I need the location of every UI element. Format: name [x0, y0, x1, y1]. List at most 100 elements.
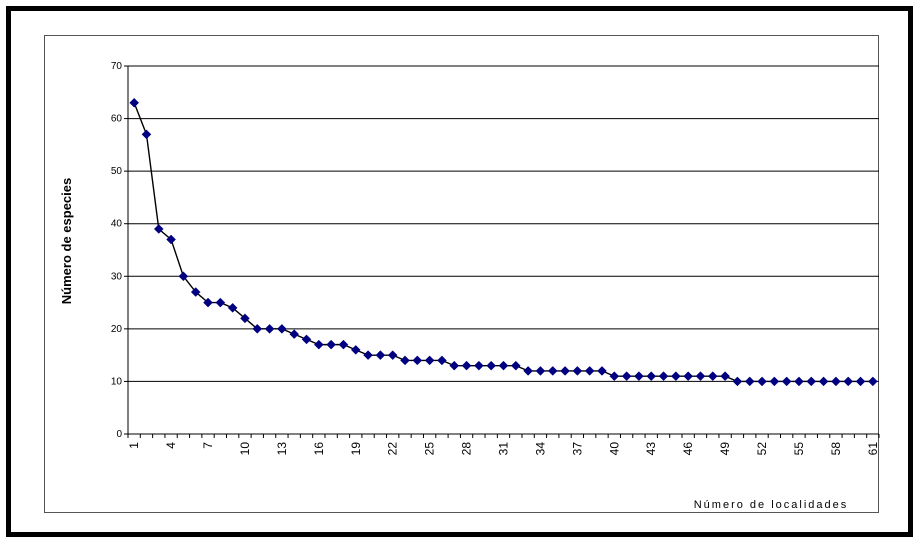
x-tick-label: 55 [792, 442, 806, 456]
data-point [215, 297, 226, 308]
series-line [133, 102, 873, 383]
x-tick-label: 16 [312, 442, 326, 456]
data-point [178, 271, 189, 282]
data-point [757, 376, 767, 387]
data-point [338, 339, 349, 350]
y-tick-label: 40 [111, 219, 123, 230]
x-tick-label: 40 [607, 442, 621, 456]
y-tick-label: 10 [111, 376, 123, 387]
x-tick-label: 13 [275, 442, 289, 456]
data-point [769, 376, 780, 387]
data-point [400, 355, 410, 366]
x-tick-label: 52 [755, 442, 769, 456]
data-point [424, 355, 435, 366]
x-tick-label: 22 [386, 442, 400, 456]
data-point [350, 345, 361, 355]
data-point [695, 371, 706, 382]
data-point [190, 287, 201, 297]
x-tick-label: 46 [681, 442, 695, 456]
axes [124, 65, 880, 438]
data-point [658, 371, 669, 382]
data-point [720, 371, 730, 382]
data-point [831, 376, 841, 387]
data-point [498, 360, 509, 371]
y-tick-labels: 0 10 20 30 40 50 60 70 [111, 61, 123, 440]
data-point [744, 376, 755, 387]
data-point [449, 360, 460, 371]
data-point [461, 360, 472, 371]
line-chart: 0 10 20 30 40 50 60 70 1 4 7 10 13 16 19 22 25 28 31 34 37 4… [59, 61, 880, 511]
data-point [867, 376, 878, 387]
data-point [289, 329, 300, 339]
data-point [609, 371, 620, 382]
gridlines [128, 65, 879, 382]
data-point [535, 366, 546, 376]
data-point [683, 371, 694, 382]
x-tick-label: 10 [238, 442, 252, 456]
data-point [547, 366, 558, 376]
data-point [412, 355, 423, 366]
data-point [227, 302, 238, 313]
data-point [437, 355, 447, 366]
y-tick-label: 0 [116, 429, 122, 440]
data-point [166, 234, 176, 245]
x-tick-label: 28 [460, 442, 474, 456]
plot-container: 0 10 20 30 40 50 60 70 1 4 7 10 13 16 19 22 25 28 31 34 37 4… [44, 35, 880, 513]
data-point [141, 129, 152, 140]
data-point [264, 324, 275, 334]
data-point [510, 360, 521, 371]
data-point [277, 324, 287, 334]
x-tick-label: 31 [497, 442, 511, 456]
x-tick-label: 7 [201, 442, 215, 449]
data-point [301, 334, 312, 345]
x-tick-label: 58 [829, 442, 843, 456]
x-tick-label: 4 [164, 442, 178, 449]
data-point [313, 339, 324, 350]
data-point [818, 376, 829, 387]
data-point [252, 324, 263, 334]
data-point [855, 376, 866, 387]
y-tick-label: 30 [111, 271, 123, 282]
data-point [621, 371, 632, 382]
x-tick-label: 43 [644, 442, 658, 456]
x-tick-label: 34 [533, 442, 547, 456]
data-point [843, 376, 854, 387]
data-point [203, 297, 213, 308]
x-tick-label: 49 [718, 442, 732, 456]
data-point [781, 376, 792, 387]
series-markers [129, 97, 878, 387]
chart-frame: 0 10 20 30 40 50 60 70 1 4 7 10 13 16 19 22 25 28 31 34 37 4… [6, 6, 913, 537]
data-point [240, 313, 250, 324]
data-point [634, 371, 644, 382]
data-point [560, 366, 570, 376]
x-tick-labels: 1 4 7 10 13 16 19 22 25 28 31 34 37 40 43 46 49 52 55 58 61 [127, 442, 880, 456]
x-tick-label: 61 [866, 442, 880, 456]
y-tick-label: 20 [111, 324, 123, 335]
data-point [375, 350, 386, 360]
data-point [572, 366, 583, 376]
x-tick-label: 1 [127, 442, 141, 449]
y-tick-label: 70 [111, 61, 123, 72]
data-point [326, 339, 336, 350]
y-tick-label: 60 [111, 114, 123, 125]
y-tick-label: 50 [111, 166, 123, 177]
x-tick-label: 25 [423, 442, 437, 456]
data-point [646, 371, 657, 382]
data-point [153, 224, 164, 234]
data-point [671, 371, 681, 382]
data-point [486, 360, 497, 371]
data-point [794, 376, 804, 387]
y-axis-label: Número de especies [59, 178, 74, 304]
data-point [363, 350, 373, 360]
data-point [707, 371, 718, 382]
data-point [129, 97, 140, 108]
data-point [597, 366, 607, 376]
data-point [523, 366, 533, 376]
data-point [806, 376, 817, 387]
x-tick-label: 37 [570, 442, 584, 456]
data-point [732, 376, 743, 387]
x-axis-label: Número de localidades [694, 499, 849, 511]
x-tick-label: 19 [349, 442, 363, 456]
data-point [474, 360, 484, 371]
data-point [584, 366, 595, 376]
